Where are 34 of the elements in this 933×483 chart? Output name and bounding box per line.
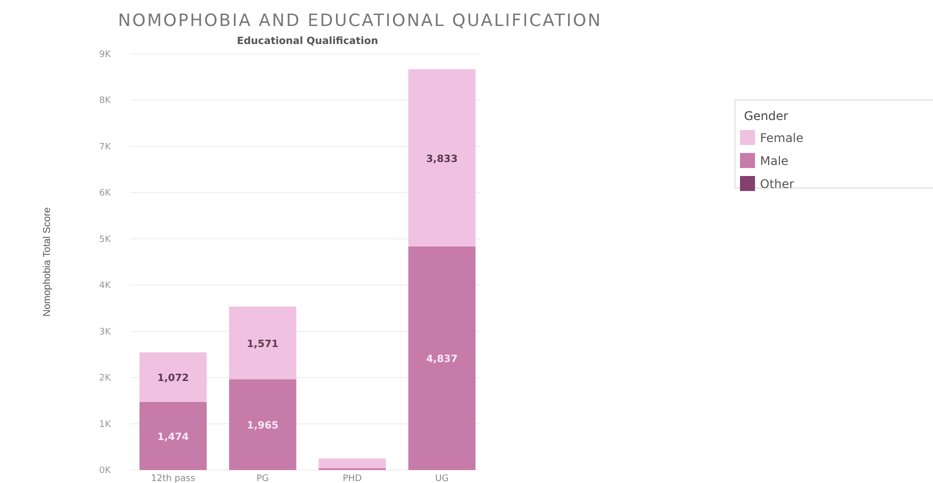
y-tick-label: 7K: [99, 142, 112, 152]
data-label: 1,571: [246, 338, 279, 350]
x-tick-label: 12th pass: [151, 474, 196, 483]
data-label: 3,833: [426, 154, 458, 165]
bar: [139, 402, 207, 470]
bar: [139, 352, 207, 402]
y-tick-label: 8K: [99, 96, 112, 106]
chart-title: NOMOPHOBIA AND EDUCATIONAL QUALIFICATION: [118, 11, 602, 31]
bar: [229, 379, 296, 470]
y-tick-label: 2K: [99, 374, 112, 384]
bar: [229, 306, 296, 380]
legend-label: Male: [760, 154, 788, 168]
legend-title: Gender: [744, 109, 788, 123]
y-axis-title: Nomophobia Total Score: [42, 206, 53, 317]
data-label: 1,072: [157, 373, 189, 384]
y-tick-label: 4K: [99, 281, 112, 292]
x-tick-label: PHD: [342, 474, 362, 483]
x-axis-title: Educational Qualification: [236, 36, 378, 47]
bar: [408, 246, 476, 470]
x-tick-label: PG: [256, 474, 269, 483]
bar: [318, 458, 386, 468]
y-tick-label: 0K: [99, 466, 112, 476]
data-label: 1,965: [246, 420, 279, 432]
y-tick-label: 6K: [99, 188, 112, 199]
bar: [408, 69, 476, 246]
y-tick-label: 3K: [99, 327, 112, 338]
y-tick-label: 1K: [99, 420, 112, 430]
y-tick-label: 5K: [99, 234, 112, 245]
x-tick-label: UG: [435, 474, 449, 483]
legend-label: Other: [760, 177, 794, 191]
legend-label: Female: [760, 131, 804, 145]
y-tick-label: 9K: [99, 50, 112, 60]
data-label: 1,474: [157, 432, 189, 443]
data-label: 4,837: [426, 354, 458, 366]
